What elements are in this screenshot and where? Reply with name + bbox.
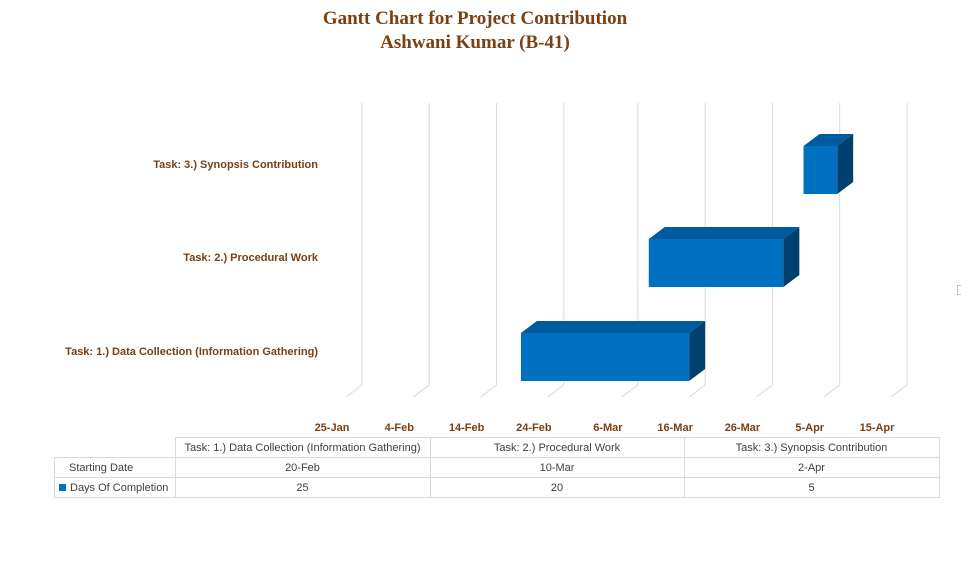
data-table-cell: 2-Apr (683, 457, 940, 478)
x-tick-label: 5-Apr (795, 422, 824, 434)
data-table-header-row: Task: 1.) Data Collection (Information G… (54, 437, 940, 458)
data-table-cell: 25 (174, 477, 431, 498)
legend-key-icon (59, 483, 66, 491)
data-table-row-days: Days Of Completion 25 20 5 (54, 477, 940, 498)
data-table-row-label: Starting Date (54, 457, 176, 478)
x-tick-label: 15-Apr (860, 422, 896, 434)
x-tick-label: 16-Mar (657, 422, 693, 434)
gridline-floor (547, 384, 565, 398)
data-table-cell: 5 (683, 477, 940, 498)
gridline-floor (480, 384, 497, 398)
data-table-header-task2: Task: 2.) Procedural Work (429, 437, 685, 458)
y-category-label: Task: 2.) Procedural Work (183, 252, 319, 264)
data-table-cell: 20 (429, 477, 685, 498)
resize-handle[interactable] (957, 285, 961, 295)
bar (648, 239, 784, 287)
gridline-floor (890, 384, 908, 398)
x-tick-label: 25-Jan (315, 422, 350, 434)
data-table-cell: 10-Mar (429, 457, 685, 478)
gridline-floor (688, 384, 706, 398)
bar (520, 333, 690, 381)
y-axis-labels: Task: 1.) Data Collection (Information G… (65, 159, 319, 358)
data-table: Task: 1.) Data Collection (Information G… (54, 437, 940, 498)
gridline-floor (412, 384, 430, 398)
bar-side (783, 227, 800, 287)
gridline-floor (621, 384, 639, 398)
gantt-chart-plot: Task: 1.) Data Collection (Information G… (65, 103, 908, 434)
y-category-label: Task: 3.) Synopsis Contribution (153, 159, 318, 171)
chart-subtitle: Ashwani Kumar (B-41) (380, 32, 570, 53)
data-table-row-label-days: Days Of Completion (54, 477, 176, 498)
x-tick-label: 14-Feb (449, 422, 485, 434)
bars (520, 134, 854, 381)
x-tick-label: 24-Feb (516, 422, 552, 434)
data-table-cell: 20-Feb (174, 457, 431, 478)
x-axis-labels: 25-Jan 4-Feb 14-Feb 24-Feb 6-Mar 16-Mar 26-Mar… (315, 422, 896, 434)
x-tick-label: 26-Mar (725, 422, 761, 434)
bar-side (689, 321, 706, 381)
bar-top (648, 227, 800, 239)
data-table-corner (54, 437, 176, 458)
bar (803, 146, 838, 194)
x-tick-label: 4-Feb (385, 422, 415, 434)
chart-title: Gantt Chart for Project Contribution (322, 8, 628, 29)
data-table-header-task3: Task: 3.) Synopsis Contribution (683, 437, 940, 458)
bar-top (520, 321, 706, 333)
gridline-floor (756, 384, 773, 398)
gridline-floor (345, 384, 363, 398)
bar-side (837, 134, 854, 194)
y-category-label: Task: 1.) Data Collection (Information G… (65, 346, 318, 358)
bar-top (803, 134, 854, 146)
legend-key-label: Days Of Completion (70, 481, 169, 494)
data-table-header-task1: Task: 1.) Data Collection (Information G… (174, 437, 431, 458)
gridline-floor (823, 384, 841, 398)
x-tick-label: 6-Mar (593, 422, 623, 434)
data-table-row-starting-date: Starting Date 20-Feb 10-Mar 2-Apr (54, 457, 940, 478)
